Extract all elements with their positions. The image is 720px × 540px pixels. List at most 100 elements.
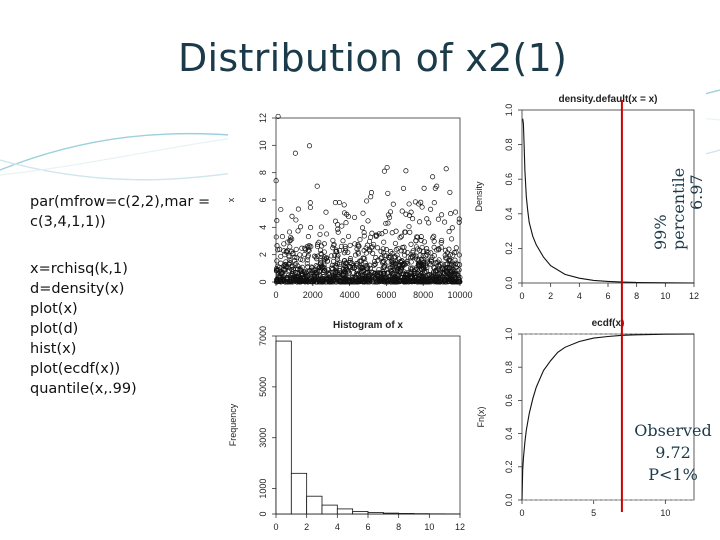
scatter-point: [442, 252, 448, 258]
scatter-point: [366, 274, 372, 280]
hist-ytick-label-4: 7000: [258, 326, 268, 346]
scatter-point: [298, 224, 304, 230]
scatter-point: [319, 276, 326, 282]
scatter-point: [438, 272, 444, 279]
scatter-point: [375, 245, 381, 251]
scatter-point: [424, 279, 430, 285]
scatter-point: [314, 279, 320, 285]
scatter-point: [308, 244, 314, 250]
scatter-point: [371, 241, 377, 248]
hist-xtick-label-3: 6: [365, 522, 370, 532]
ecdf-ytick-label-2: 0.4: [504, 427, 514, 440]
scatter-point: [332, 262, 338, 268]
scatter-point: [342, 260, 348, 266]
scatter-point: [379, 254, 385, 260]
scatter-point: [321, 273, 327, 280]
scatter-point: [404, 249, 410, 256]
scatter-point: [380, 246, 386, 252]
scatter-point: [385, 220, 391, 226]
scatter-point: [431, 244, 437, 250]
scatter-point: [447, 189, 453, 195]
scatter-point: [275, 113, 281, 119]
scatter-point: [413, 253, 419, 259]
scatter-point: [376, 231, 382, 237]
scatter-point: [399, 245, 406, 251]
scatter-point: [373, 277, 379, 283]
scatter-point: [408, 209, 414, 215]
hist-xtick-label-4: 8: [396, 522, 401, 532]
scatter-point: [431, 253, 437, 259]
scatter-point: [415, 260, 421, 266]
scatter-point: [439, 261, 445, 267]
scatter-point: [309, 267, 315, 273]
scatter-point: [449, 273, 455, 279]
scatter-point: [297, 267, 303, 273]
scatter-point: [390, 276, 396, 282]
scatter-point: [428, 272, 434, 279]
scatter-xtick-label-1: 2000: [303, 290, 323, 300]
scatter-point: [446, 229, 452, 235]
scatter-xtick-label-3: 6000: [376, 290, 396, 300]
scatter-point: [392, 262, 398, 269]
scatter-point: [343, 276, 349, 282]
scatter-point: [424, 216, 430, 222]
density-xtick-label-4: 8: [634, 291, 639, 301]
scatter-point: [439, 212, 445, 218]
scatter-point: [413, 255, 419, 261]
scatter-point: [374, 270, 380, 276]
observed-label: Observed: [634, 421, 712, 440]
scatter-point: [456, 219, 462, 225]
hist-xtick-label-0: 0: [273, 522, 278, 532]
scatter-point: [397, 279, 403, 285]
scatter-point: [368, 234, 374, 240]
density-xtick-label-1: 2: [548, 291, 553, 301]
hist-xtick-label-2: 4: [335, 522, 340, 532]
scatter-point: [423, 268, 430, 274]
scatter-point: [289, 263, 295, 269]
scatter-point: [427, 261, 434, 268]
scatter-point: [399, 264, 405, 270]
scatter-point: [428, 258, 434, 264]
scatter-point: [456, 252, 462, 258]
scatter-point: [311, 274, 317, 280]
scatter-point: [384, 164, 390, 171]
scatter-point: [285, 239, 291, 245]
density-ytick-label-5: 1.0: [504, 104, 514, 117]
scatter-point: [345, 213, 352, 220]
scatter-point: [453, 245, 459, 251]
scatter-points: [273, 113, 463, 285]
scatter-point: [318, 224, 324, 230]
scatter-point: [273, 234, 279, 240]
scatter-ytick-label-6: 12: [258, 113, 268, 123]
density-ytick-label-4: 0.8: [504, 138, 514, 151]
observed-note: Observed 9.72 P<1%: [628, 420, 718, 486]
scatter-point: [447, 252, 453, 258]
scatter-point: [395, 273, 401, 279]
scatter-point: [284, 275, 290, 281]
scatter-point: [357, 237, 363, 243]
scatter-xtick-label-4: 8000: [413, 290, 433, 300]
scatter-ytick-label-0: 0: [258, 279, 268, 284]
scatter-point: [400, 185, 407, 191]
ecdf-ylabel: Fn(x): [476, 407, 486, 428]
scatter-point: [274, 218, 280, 224]
scatter-point: [278, 206, 284, 213]
scatter-ytick-label-4: 8: [258, 170, 268, 175]
scatter-point: [324, 255, 330, 261]
scatter-point: [305, 257, 311, 263]
density-title: density.default(x = x): [558, 94, 657, 105]
scatter-point: [406, 212, 412, 218]
scatter-point: [413, 238, 419, 244]
scatter-point: [406, 201, 412, 207]
scatter-point: [364, 263, 370, 269]
scatter-point: [357, 258, 363, 264]
hist-bar-0: [275, 340, 292, 515]
scatter-point: [343, 220, 349, 226]
code-block-par: par(mfrow=c(2,2),mar = c(3,4,1,1)): [30, 194, 211, 230]
ecdf-ytick-label-5: 1.0: [504, 328, 514, 341]
hist-ytick-label-3: 5000: [258, 377, 268, 397]
scatter-point: [340, 270, 346, 277]
scatter-point: [307, 200, 313, 206]
scatter-point: [360, 210, 366, 216]
